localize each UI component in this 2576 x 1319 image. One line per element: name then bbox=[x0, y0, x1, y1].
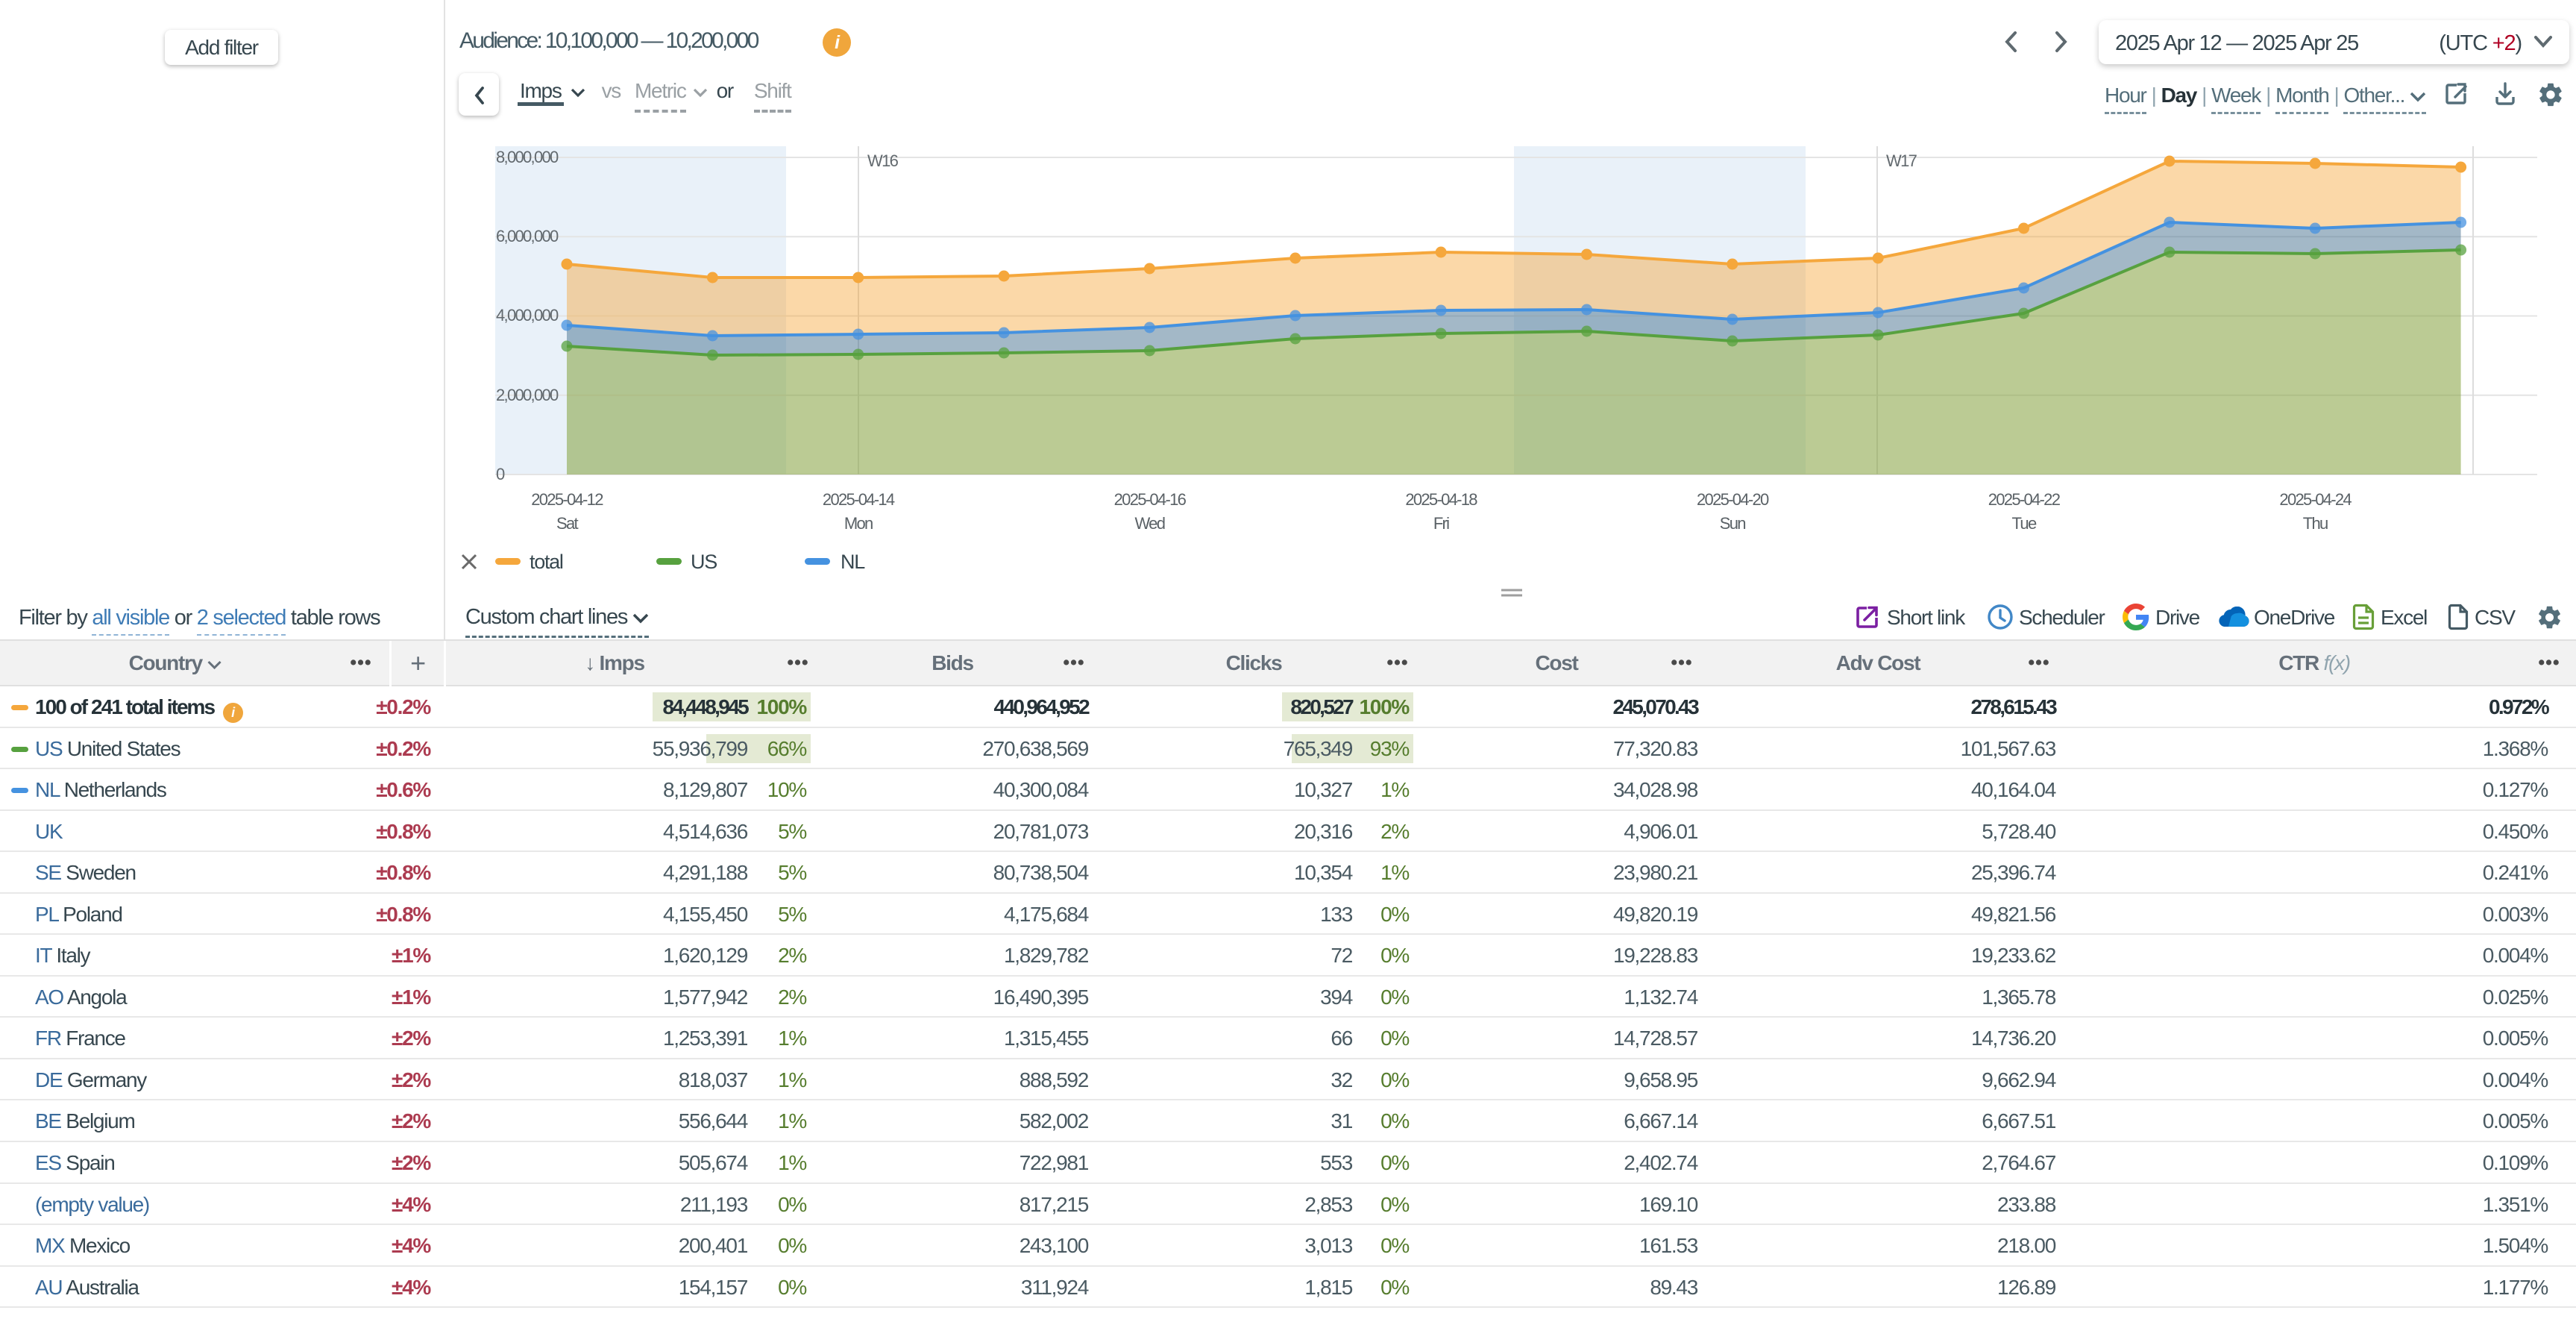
svg-text:Sat: Sat bbox=[556, 514, 579, 533]
svg-text:2025-04-16: 2025-04-16 bbox=[1114, 490, 1187, 509]
svg-text:2025-04-14: 2025-04-14 bbox=[823, 490, 895, 509]
svg-text:8,000,000: 8,000,000 bbox=[496, 148, 559, 166]
svg-text:W16: W16 bbox=[867, 151, 899, 170]
svg-text:Thu: Thu bbox=[2303, 514, 2328, 533]
svg-text:Sun: Sun bbox=[1720, 514, 1746, 533]
svg-text:2025-04-24: 2025-04-24 bbox=[2279, 490, 2352, 509]
svg-text:Wed: Wed bbox=[1135, 514, 1165, 533]
svg-text:Fri: Fri bbox=[1433, 514, 1449, 533]
svg-text:0: 0 bbox=[496, 465, 505, 483]
svg-text:2025-04-22: 2025-04-22 bbox=[1988, 490, 2061, 509]
svg-text:4,000,000: 4,000,000 bbox=[496, 306, 559, 325]
svg-text:Mon: Mon bbox=[844, 514, 873, 533]
svg-text:2025-04-20: 2025-04-20 bbox=[1697, 490, 1769, 509]
svg-text:6,000,000: 6,000,000 bbox=[496, 227, 559, 245]
svg-text:2025-04-18: 2025-04-18 bbox=[1405, 490, 1477, 509]
svg-text:2,000,000: 2,000,000 bbox=[496, 386, 559, 404]
svg-text:W17: W17 bbox=[1886, 151, 1917, 170]
svg-text:Tue: Tue bbox=[2012, 514, 2037, 533]
svg-text:2025-04-12: 2025-04-12 bbox=[531, 490, 603, 509]
